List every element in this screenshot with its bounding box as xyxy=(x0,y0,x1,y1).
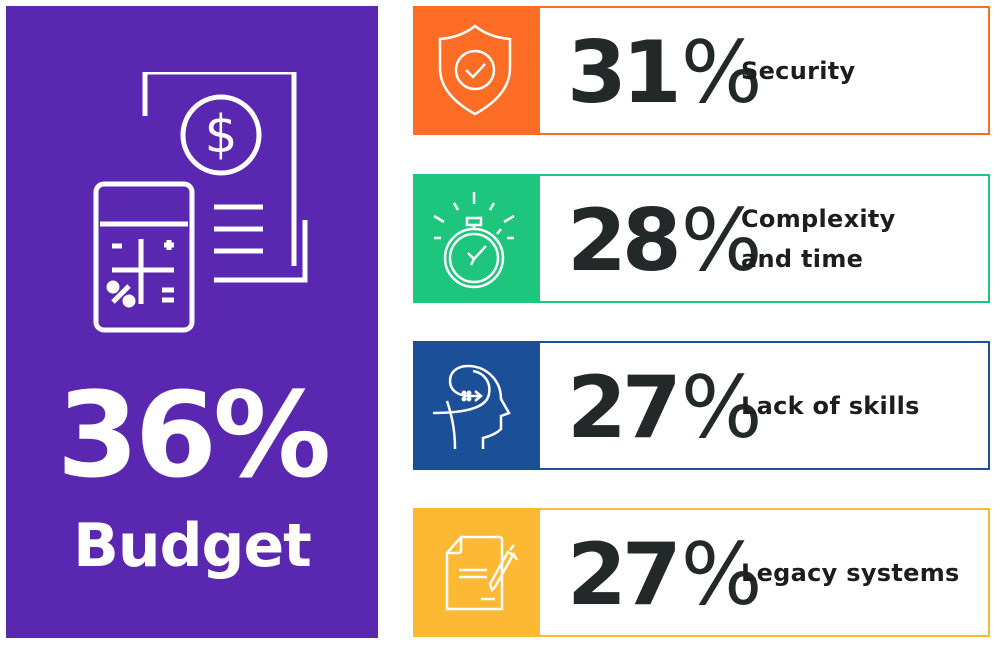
stopwatch-icon xyxy=(433,192,515,289)
complexity-label: Complexity and time xyxy=(741,204,896,273)
card-legacy: 27% Legacy systems xyxy=(413,508,990,637)
svg-text:$: $ xyxy=(204,105,237,165)
shield-check-icon xyxy=(438,24,512,116)
card-skills: 27% Lack of skills xyxy=(413,341,990,470)
skills-value: 27% xyxy=(567,358,763,458)
skills-icon-box xyxy=(413,341,540,470)
legacy-icon-box xyxy=(413,508,540,637)
budget-panel: $ 36% Budget xyxy=(6,6,378,638)
legacy-value: 27% xyxy=(567,525,763,625)
skills-label: Lack of skills xyxy=(741,391,920,420)
budget-calculator-document-icon: $ xyxy=(93,72,308,333)
legacy-label: Legacy systems xyxy=(741,558,960,587)
head-learning-icon xyxy=(432,364,511,450)
card-security: 31% Security xyxy=(413,6,990,135)
complexity-value: 28% xyxy=(567,191,763,291)
budget-label: Budget xyxy=(73,511,312,581)
security-label: Security xyxy=(741,56,856,85)
document-pen-icon xyxy=(445,535,519,611)
budget-value: 36% xyxy=(56,366,331,504)
card-complexity: 28% Complexity and time xyxy=(413,174,990,303)
security-icon-box xyxy=(413,6,540,135)
complexity-icon-box xyxy=(413,174,540,303)
security-value: 31% xyxy=(567,23,763,123)
